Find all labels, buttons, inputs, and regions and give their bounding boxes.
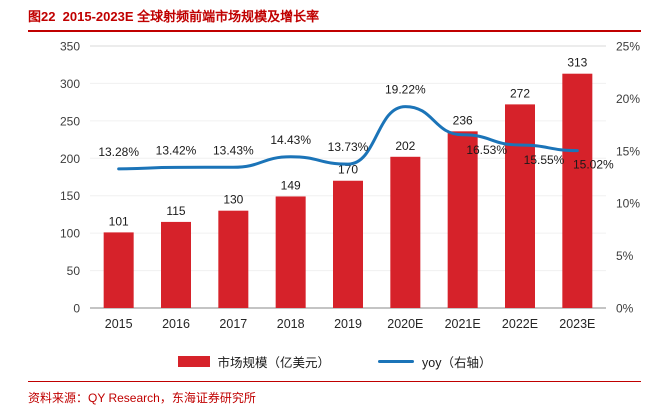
market-size-bar [218, 210, 249, 308]
market-size-bar [390, 156, 421, 308]
left-axis-tick: 300 [60, 77, 80, 91]
left-axis-tick: 0 [73, 302, 80, 316]
left-axis-tick: 250 [60, 114, 80, 128]
legend-item-line: yoy（右轴） [378, 352, 491, 371]
left-axis-tick: 50 [67, 264, 81, 278]
market-size-bar [447, 131, 478, 308]
yoy-value-label: 13.28% [98, 145, 139, 159]
x-axis-label: 2016 [162, 317, 190, 331]
yoy-value-label: 13.73% [328, 140, 369, 154]
bar-value-label: 170 [338, 163, 358, 177]
line-series-swatch [378, 359, 415, 363]
market-size-bar [562, 73, 593, 308]
yoy-value-label: 13.42% [156, 143, 197, 157]
combo-chart-svg: 0 50 100 150 200 250 300 350 0% 5% 10% 15% 20% 25% 101… [60, 40, 640, 332]
bar-value-label: 313 [567, 56, 587, 70]
bar-value-label: 272 [510, 86, 530, 100]
market-size-bar [103, 232, 134, 308]
right-axis-tick: 15% [616, 144, 640, 158]
bar-value-label: 101 [109, 214, 129, 228]
yoy-line [117, 105, 579, 171]
yoy-value-label: 19.22% [385, 83, 426, 97]
source-note: 资料来源：QY Research，东海证券研究所 [28, 381, 641, 405]
bar-series-swatch [177, 355, 210, 367]
yoy-value-label: 15.55% [524, 153, 565, 167]
x-axis-label: 2019 [334, 317, 362, 331]
chart-area: 0 50 100 150 200 250 300 350 0% 5% 10% 15% 20% 25% 101… [0, 32, 669, 347]
yoy-value-label: 13.43% [213, 143, 254, 157]
x-axis-label: 2017 [219, 317, 247, 331]
market-size-bar [275, 196, 306, 308]
right-axis-tick: 25% [616, 40, 640, 54]
right-axis-tick: 0% [616, 302, 634, 316]
market-size-bar [505, 104, 535, 308]
right-axis-tick: 5% [616, 249, 634, 263]
bar-value-label: 115 [166, 204, 185, 218]
bar-value-label: 202 [395, 139, 415, 153]
bar-value-label: 130 [223, 193, 243, 207]
yoy-value-label: 15.02% [573, 158, 614, 172]
line-series-label: yoy（右轴） [422, 355, 492, 370]
market-size-bar [333, 180, 363, 308]
x-axis-label: 2020E [387, 317, 423, 331]
chart-legend: 市场规模（亿美元） yoy（右轴） [0, 349, 669, 373]
left-axis-tick: 100 [60, 227, 80, 241]
x-axis-label: 2023E [559, 317, 595, 331]
left-axis-tick: 200 [60, 152, 80, 166]
x-axis-label: 2018 [277, 317, 305, 331]
yoy-value-label: 14.43% [270, 133, 311, 147]
bar-series-label: 市场规模（亿美元） [217, 355, 331, 370]
x-axis-label: 2015 [105, 317, 133, 331]
x-axis-label: 2021E [445, 317, 481, 331]
left-axis-tick: 150 [60, 189, 80, 203]
market-size-bar [161, 221, 191, 308]
right-axis-tick: 20% [616, 92, 640, 106]
bar-value-label: 149 [281, 178, 301, 192]
x-axis-label: 2022E [502, 317, 538, 331]
bar-value-label: 236 [453, 113, 473, 127]
legend-item-bar: 市场规模（亿美元） [177, 352, 331, 371]
right-axis-tick: 10% [616, 197, 640, 211]
yoy-value-label: 16.53% [466, 143, 507, 157]
left-axis-tick: 350 [60, 40, 80, 54]
chart-title: 图22 2015-2023E 全球射频前端市场规模及增长率 [28, 6, 641, 32]
